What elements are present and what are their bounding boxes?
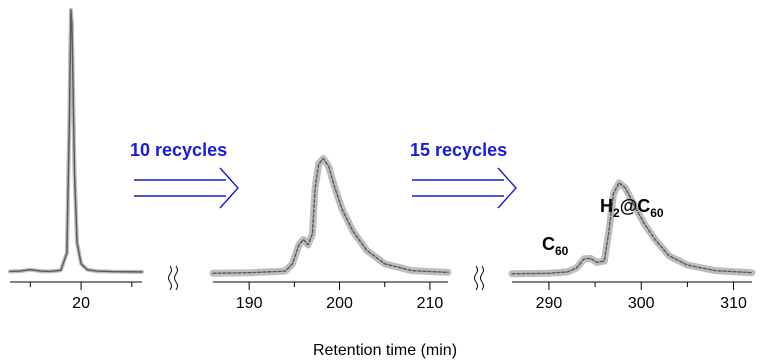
peak-label-c60-base: C [542, 234, 555, 254]
x-tick-label: 310 [720, 295, 747, 312]
recycles-label-2: 15 recycles [410, 140, 507, 160]
trace-line [9, 9, 143, 273]
trace-glow [209, 155, 452, 277]
axis-break-2 [474, 265, 484, 291]
axis-break-1 [168, 265, 178, 291]
x-tick-label: 300 [628, 295, 655, 312]
recycle-arrow-2 [412, 167, 517, 209]
peak-label-h2c60-a: H [600, 196, 613, 216]
x-tick-label: 200 [326, 295, 353, 312]
peak-label-h2c60-a-sub: 2 [613, 206, 620, 220]
recycles-label-1: 10 recycles [130, 140, 227, 160]
x-tick-label: 210 [417, 295, 444, 312]
panel-15-recycles: 290 300 310 [508, 179, 756, 312]
peak-label-h2c60-mid: @C [620, 196, 651, 216]
trace-line [212, 157, 449, 274]
peak-label-h2c60-b-sub: 60 [650, 206, 664, 220]
peak-label-h2c60: H2@C60 [600, 196, 664, 220]
x-tick-label: 190 [236, 295, 263, 312]
peak-label-c60: C60 [542, 234, 569, 258]
x-tick-label: 20 [72, 295, 90, 312]
trace-line [511, 182, 753, 275]
x-tick-label: 290 [536, 295, 563, 312]
panel-10-recycles: 190 200 210 [209, 155, 452, 312]
recycle-arrow-1 [134, 167, 239, 209]
peak-label-c60-sub: 60 [555, 244, 569, 258]
x-axis-label: Retention time (min) [313, 342, 457, 359]
panel-initial: 20 [8, 8, 144, 312]
